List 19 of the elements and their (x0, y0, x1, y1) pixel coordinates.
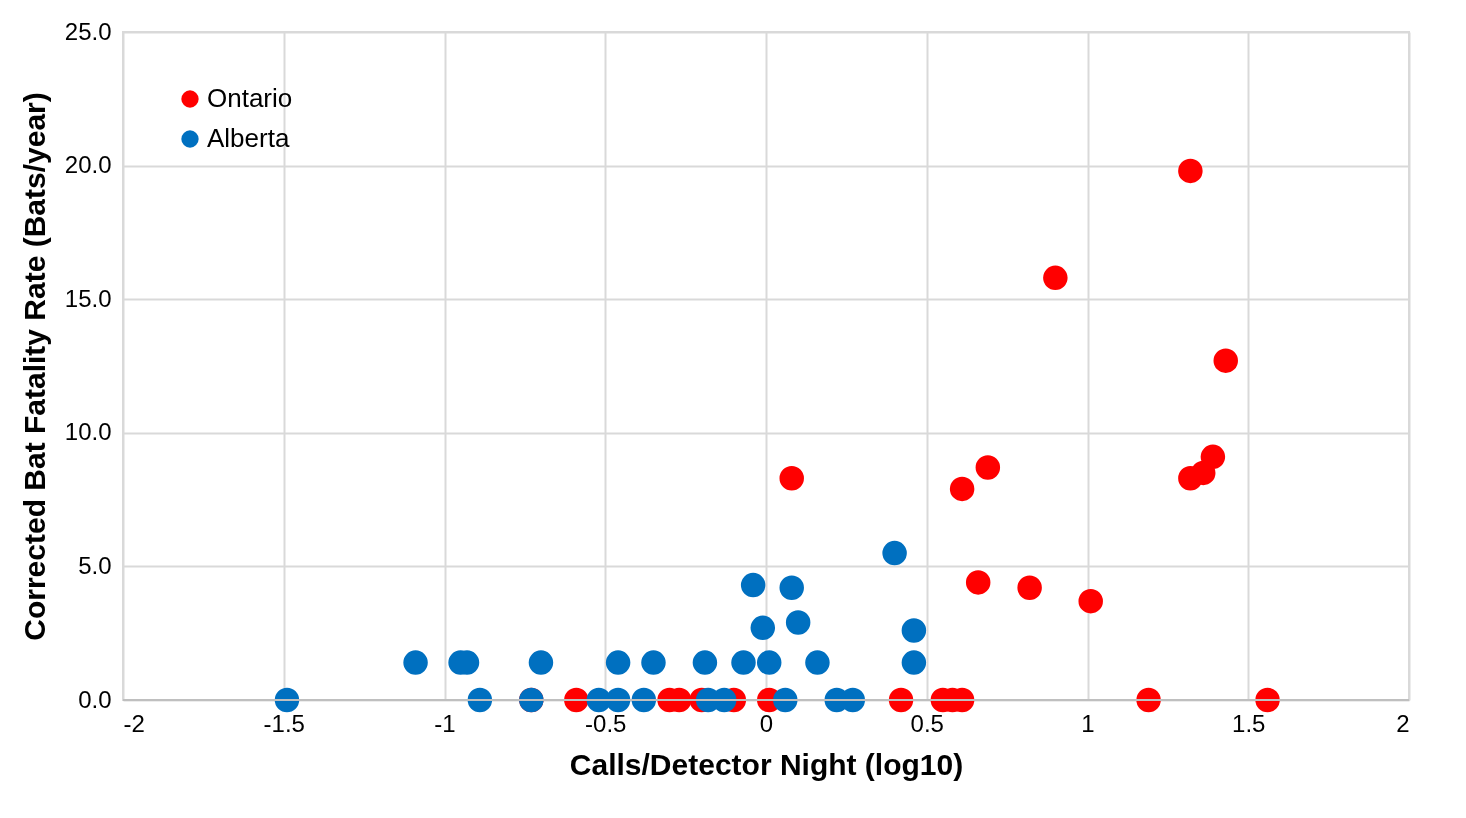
x-tick-label: 0.5 (910, 709, 944, 737)
y-tick-label: 10.0 (64, 418, 112, 446)
x-tick-label: 0 (759, 709, 774, 737)
y-tick-label: 5.0 (78, 551, 112, 579)
x-axis-title: Calls/Detector Night (log10) (569, 747, 964, 781)
x-tick-label: -1.5 (263, 709, 305, 737)
y-tick-label: 0.0 (78, 685, 112, 713)
x-tick-label: -0.5 (585, 709, 627, 737)
y-tick-label: 20.0 (64, 151, 112, 179)
y-tick-label: 25.0 (64, 17, 112, 45)
legend-label: Ontario (207, 83, 293, 113)
x-tick-label: -1 (434, 709, 456, 737)
x-tick-label: -2 (123, 709, 145, 737)
x-tick-label: 2 (1396, 709, 1410, 737)
y-tick-label: 15.0 (64, 284, 112, 312)
x-tick-label: 1 (1081, 709, 1095, 737)
y-axis-title: Corrected Bat Fatality Rate (Bats/year) (17, 92, 51, 641)
legend-label: Alberta (207, 123, 290, 153)
x-tick-label: 1.5 (1232, 709, 1266, 737)
